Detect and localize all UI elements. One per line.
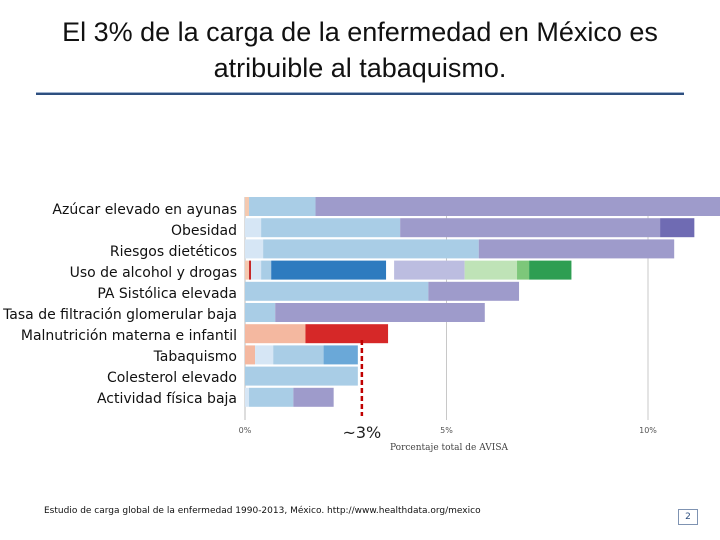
bar-segment bbox=[271, 260, 387, 280]
annotation-label: ~3% bbox=[342, 423, 381, 442]
bar-segment bbox=[529, 260, 572, 280]
bar-segment bbox=[273, 345, 324, 365]
bar-segment bbox=[305, 324, 389, 344]
title-underline bbox=[36, 93, 684, 95]
y-label: Actividad física baja bbox=[96, 391, 237, 407]
bar-segment bbox=[249, 387, 294, 407]
bar-segment bbox=[517, 260, 530, 280]
bar-segment bbox=[315, 197, 720, 216]
x-axis-title: Porcentaje total de AVISA bbox=[390, 443, 509, 453]
bar-segment bbox=[275, 303, 485, 322]
title-underline-light bbox=[36, 92, 684, 93]
bar-segment bbox=[660, 218, 695, 238]
bar-segment bbox=[245, 366, 358, 386]
bar-segment bbox=[245, 281, 429, 301]
x-tick-label: 0% bbox=[239, 426, 252, 435]
y-label: Riesgos dietéticos bbox=[109, 244, 237, 260]
slide-title: El 3% de la carga de la enfermedad en Mé… bbox=[0, 14, 720, 86]
bar-segment bbox=[394, 260, 465, 280]
bar-segment bbox=[245, 345, 256, 365]
y-label: PA Sistólica elevada bbox=[97, 286, 237, 302]
bar-segment bbox=[245, 303, 276, 322]
bar-segment bbox=[245, 239, 264, 259]
bar-segment bbox=[464, 260, 518, 280]
title-line-1: El 3% de la carga de la enfermedad en Mé… bbox=[62, 17, 658, 47]
bar-segment bbox=[249, 197, 316, 216]
x-tick-label: 10% bbox=[639, 426, 657, 435]
bar-segment bbox=[261, 260, 272, 280]
y-label: Colesterol elevado bbox=[106, 370, 237, 386]
source-citation: Estudio de carga global de la enfermedad… bbox=[44, 506, 481, 516]
y-label: Malnutrición materna e infantil bbox=[20, 328, 237, 344]
bar-segment bbox=[245, 324, 306, 344]
y-label: Obesidad bbox=[170, 223, 237, 239]
bar-segment bbox=[400, 218, 661, 238]
bar-segment bbox=[255, 345, 274, 365]
page-number: 2 bbox=[678, 509, 698, 525]
bar-segment bbox=[245, 260, 250, 280]
title-line-2: atribuible al tabaquismo. bbox=[213, 53, 507, 83]
y-label: Tasa de filtración glomerular baja bbox=[3, 307, 237, 323]
bar-segment bbox=[245, 387, 250, 407]
bar-segment bbox=[323, 345, 358, 365]
y-label: Uso de alcohol y drogas bbox=[69, 265, 237, 281]
bar-segment bbox=[428, 281, 520, 301]
bar-segment bbox=[251, 260, 262, 280]
bar-segment bbox=[478, 239, 675, 259]
bar-segment bbox=[293, 387, 334, 407]
bar-segment bbox=[263, 239, 479, 259]
bar-segment bbox=[249, 260, 252, 280]
x-tick-label: 5% bbox=[440, 426, 453, 435]
y-label: Azúcar elevado en ayunas bbox=[52, 202, 237, 218]
y-label: Tabaquismo bbox=[153, 349, 237, 365]
bar-segment bbox=[261, 218, 401, 238]
bar-segment bbox=[245, 197, 250, 216]
bar-segment bbox=[245, 218, 262, 238]
